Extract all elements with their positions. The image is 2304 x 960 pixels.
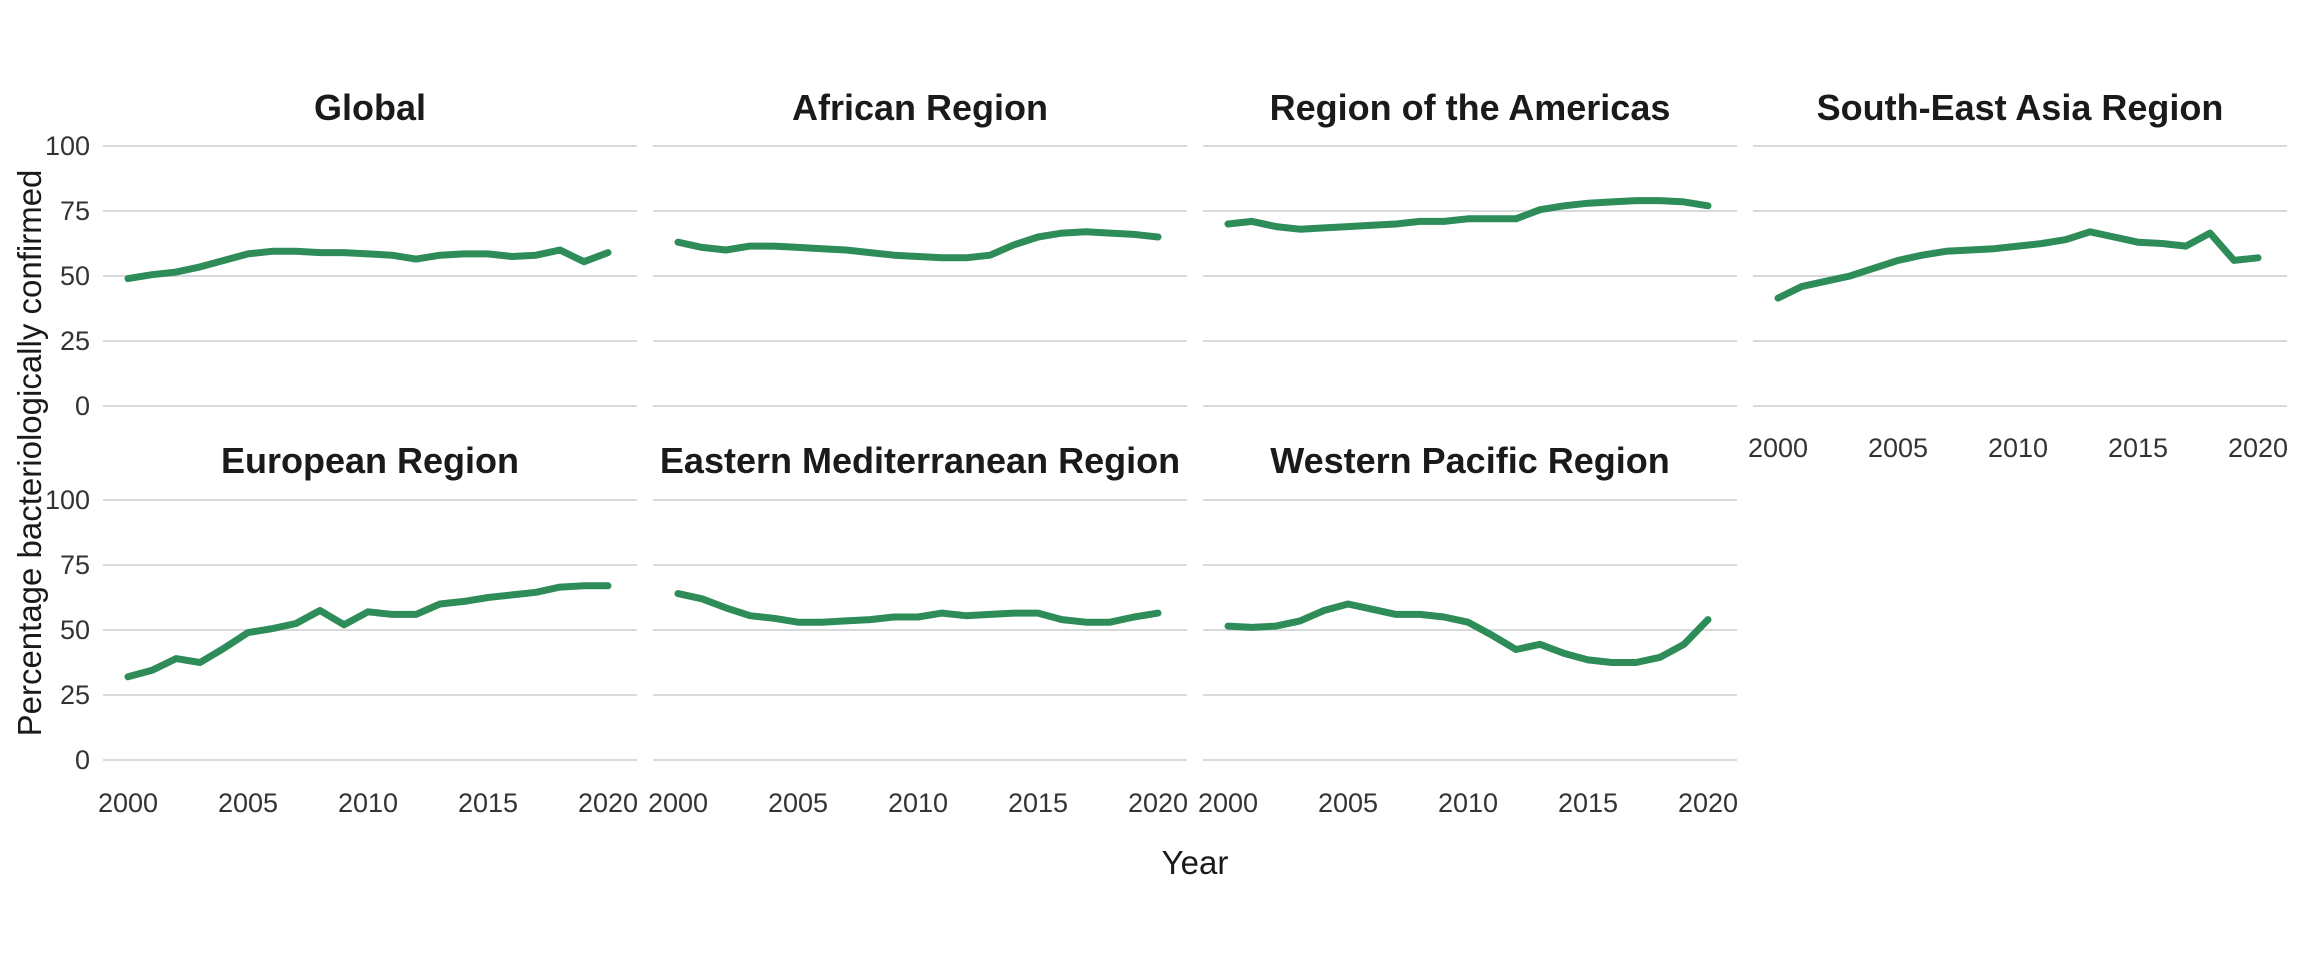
y-tick-label-row1-25: 25 — [59, 680, 90, 710]
series-line-western-pacific-region — [1224, 600, 1712, 666]
y-tick-label-row0-25: 25 — [59, 326, 90, 356]
y-tick-label-row1-50: 50 — [59, 615, 90, 645]
panel-european-region — [103, 487, 637, 778]
panel-title-south-east-asia-region: South-East Asia Region — [1816, 87, 2224, 128]
x-tick-label-western-pacific-region-2010: 2010 — [1437, 788, 1499, 818]
x-tick-label-western-pacific-region-2000: 2000 — [1197, 788, 1259, 818]
x-tick-label-south-east-asia-region-2010: 2010 — [1987, 433, 2049, 463]
x-tick-label-european-region-2015: 2015 — [457, 788, 519, 818]
y-tick-label-row0-0: 0 — [74, 391, 90, 421]
panel-title-global: Global — [313, 87, 426, 128]
panel-plot-eastern-mediterranean-region — [653, 499, 1187, 761]
series-line-south-east-asia-region — [1774, 228, 2262, 302]
x-tick-label-eastern-mediterranean-region-2005: 2005 — [767, 788, 829, 818]
x-tick-label-western-pacific-region-2015: 2015 — [1557, 788, 1619, 818]
panel-title-western-pacific-region: Western Pacific Region — [1270, 440, 1670, 481]
x-tick-label-south-east-asia-region-2015: 2015 — [2107, 433, 2169, 463]
y-tick-label-row1-100: 100 — [44, 485, 90, 515]
x-tick-label-eastern-mediterranean-region-2000: 2000 — [647, 788, 709, 818]
panel-title-eastern-mediterranean-region: Eastern Mediterranean Region — [659, 440, 1181, 481]
x-tick-label-south-east-asia-region-2005: 2005 — [1867, 433, 1929, 463]
x-tick-label-western-pacific-region-2020: 2020 — [1677, 788, 1739, 818]
series-line-european-region — [124, 582, 612, 681]
series-line-african-region — [674, 228, 1162, 262]
panel-title-region-of-the-americas: Region of the Americas — [1269, 87, 1671, 128]
y-tick-label-row0-75: 75 — [59, 196, 90, 226]
y-axis-title: Percentage bacteriologically confirmed — [11, 169, 48, 737]
panel-eastern-mediterranean-region — [653, 487, 1187, 778]
panel-south-east-asia-region — [1753, 133, 2287, 424]
panel-plot-global — [103, 145, 637, 407]
x-tick-label-eastern-mediterranean-region-2010: 2010 — [887, 788, 949, 818]
panel-plot-western-pacific-region — [1203, 499, 1737, 761]
y-tick-label-row0-100: 100 — [44, 131, 90, 161]
series-line-eastern-mediterranean-region — [674, 590, 1162, 626]
panel-african-region — [653, 133, 1187, 424]
panel-region-of-the-americas — [1203, 133, 1737, 424]
x-tick-label-european-region-2020: 2020 — [577, 788, 639, 818]
panel-title-european-region: European Region — [220, 440, 520, 481]
panel-plot-region-of-the-americas — [1203, 145, 1737, 407]
y-tick-label-row0-50: 50 — [59, 261, 90, 291]
series-line-global — [124, 246, 612, 283]
panel-plot-european-region — [103, 499, 637, 761]
x-tick-label-south-east-asia-region-2020: 2020 — [2227, 433, 2289, 463]
x-tick-label-european-region-2000: 2000 — [97, 788, 159, 818]
y-tick-label-row1-75: 75 — [59, 550, 90, 580]
y-tick-label-row1-0: 0 — [74, 745, 90, 775]
x-tick-label-eastern-mediterranean-region-2020: 2020 — [1127, 788, 1189, 818]
panel-plot-south-east-asia-region — [1753, 145, 2287, 407]
panel-plot-african-region — [653, 145, 1187, 407]
panel-western-pacific-region — [1203, 487, 1737, 778]
x-tick-label-european-region-2005: 2005 — [217, 788, 279, 818]
x-tick-label-south-east-asia-region-2000: 2000 — [1747, 433, 1809, 463]
x-tick-label-eastern-mediterranean-region-2015: 2015 — [1007, 788, 1069, 818]
x-tick-label-european-region-2010: 2010 — [337, 788, 399, 818]
x-axis-title: Year — [1161, 844, 1229, 881]
panel-global — [103, 133, 637, 424]
series-line-region-of-the-americas — [1224, 197, 1712, 233]
panel-title-african-region: African Region — [791, 87, 1049, 128]
x-tick-label-western-pacific-region-2005: 2005 — [1317, 788, 1379, 818]
